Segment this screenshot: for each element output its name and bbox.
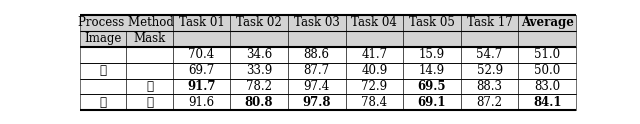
Bar: [288, 31, 346, 47]
Text: 41.7: 41.7: [361, 48, 387, 61]
Bar: [80, 63, 126, 78]
Bar: [230, 47, 288, 63]
Bar: [230, 94, 288, 110]
Text: Mask: Mask: [133, 32, 166, 45]
Bar: [346, 78, 403, 94]
Bar: [80, 78, 126, 94]
Bar: [346, 47, 403, 63]
Bar: [173, 94, 230, 110]
Text: 52.9: 52.9: [477, 64, 502, 77]
Bar: [288, 78, 346, 94]
Bar: [80, 31, 126, 47]
Text: Task 01: Task 01: [179, 16, 225, 29]
Text: Process Method: Process Method: [78, 16, 174, 29]
Text: 69.7: 69.7: [188, 64, 214, 77]
Bar: [230, 78, 288, 94]
Text: ✓: ✓: [146, 96, 153, 109]
Bar: [518, 78, 576, 94]
Text: 51.0: 51.0: [534, 48, 560, 61]
Text: 88.3: 88.3: [477, 80, 502, 93]
Text: 54.7: 54.7: [476, 48, 502, 61]
Text: 14.9: 14.9: [419, 64, 445, 77]
Bar: [126, 63, 173, 78]
Text: 87.2: 87.2: [477, 96, 502, 109]
Bar: [80, 15, 173, 31]
Bar: [346, 31, 403, 47]
Bar: [288, 15, 346, 31]
Bar: [346, 94, 403, 110]
Text: 97.8: 97.8: [303, 96, 331, 109]
Bar: [230, 15, 288, 31]
Bar: [518, 63, 576, 78]
Text: 78.2: 78.2: [246, 80, 272, 93]
Text: 83.0: 83.0: [534, 80, 560, 93]
Text: 91.6: 91.6: [188, 96, 214, 109]
Text: Task 17: Task 17: [467, 16, 513, 29]
Text: 15.9: 15.9: [419, 48, 445, 61]
Bar: [126, 31, 173, 47]
Bar: [230, 63, 288, 78]
Text: Image: Image: [84, 32, 122, 45]
Text: 80.8: 80.8: [245, 96, 273, 109]
Text: 78.4: 78.4: [361, 96, 387, 109]
Bar: [346, 15, 403, 31]
Text: 72.9: 72.9: [361, 80, 387, 93]
Bar: [403, 47, 461, 63]
Bar: [403, 94, 461, 110]
Bar: [346, 63, 403, 78]
Text: ✓: ✓: [100, 64, 107, 77]
Bar: [126, 47, 173, 63]
Text: Task 03: Task 03: [294, 16, 340, 29]
Bar: [461, 15, 518, 31]
Bar: [403, 78, 461, 94]
Text: 69.5: 69.5: [418, 80, 446, 93]
Bar: [173, 15, 230, 31]
Bar: [80, 94, 126, 110]
Text: ✓: ✓: [146, 80, 153, 93]
Text: Task 02: Task 02: [236, 16, 282, 29]
Text: 34.6: 34.6: [246, 48, 272, 61]
Text: Average: Average: [521, 16, 573, 29]
Text: 69.1: 69.1: [418, 96, 446, 109]
Text: 91.7: 91.7: [188, 80, 216, 93]
Text: 97.4: 97.4: [303, 80, 330, 93]
Text: 70.4: 70.4: [188, 48, 214, 61]
Bar: [230, 31, 288, 47]
Bar: [126, 78, 173, 94]
Bar: [518, 47, 576, 63]
Bar: [173, 31, 230, 47]
Bar: [173, 63, 230, 78]
Bar: [403, 15, 461, 31]
Text: 50.0: 50.0: [534, 64, 560, 77]
Bar: [126, 94, 173, 110]
Bar: [403, 63, 461, 78]
Text: 84.1: 84.1: [533, 96, 561, 109]
Bar: [403, 31, 461, 47]
Bar: [461, 63, 518, 78]
Text: 88.6: 88.6: [304, 48, 330, 61]
Bar: [173, 47, 230, 63]
Bar: [173, 78, 230, 94]
Bar: [461, 47, 518, 63]
Bar: [518, 15, 576, 31]
Bar: [461, 78, 518, 94]
Text: Task 04: Task 04: [351, 16, 397, 29]
Bar: [518, 31, 576, 47]
Text: 33.9: 33.9: [246, 64, 272, 77]
Text: 87.7: 87.7: [303, 64, 330, 77]
Text: Task 05: Task 05: [409, 16, 455, 29]
Text: ✓: ✓: [100, 96, 107, 109]
Bar: [288, 63, 346, 78]
Bar: [288, 47, 346, 63]
Bar: [80, 47, 126, 63]
Bar: [461, 94, 518, 110]
Bar: [461, 31, 518, 47]
Text: 40.9: 40.9: [361, 64, 387, 77]
Bar: [518, 94, 576, 110]
Bar: [288, 94, 346, 110]
